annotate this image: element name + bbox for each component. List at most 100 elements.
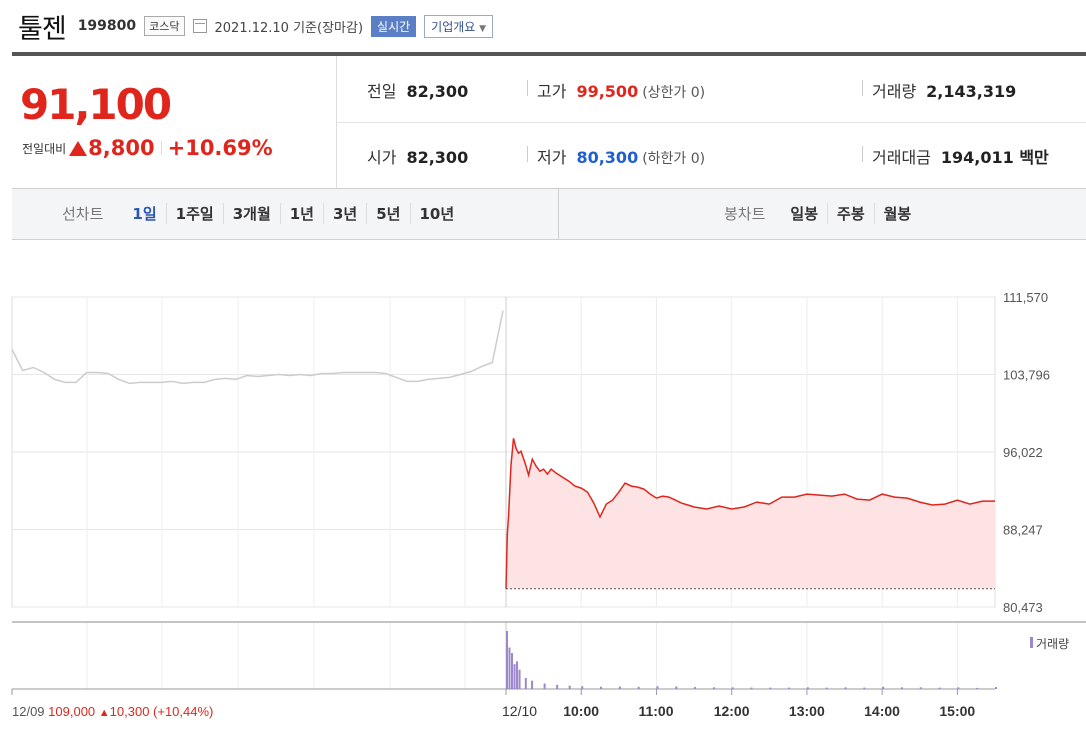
- y-tick-label: 111,570: [1003, 290, 1048, 305]
- stat-divider: [527, 80, 528, 96]
- quote-panel: 91,100 전일대비 8,800 +10.69% 전일 82,300 고가 99,…: [12, 56, 1086, 189]
- open-label: 시가: [367, 148, 397, 167]
- volume-bar: [506, 631, 508, 689]
- period-tab-4[interactable]: 3년: [323, 203, 366, 224]
- x-tick-label: 13:00: [789, 703, 825, 719]
- period-tab-5[interactable]: 5년: [366, 203, 409, 224]
- prev-close-value: 82,300: [406, 82, 469, 101]
- period-list: 1일 1주일 3개월 1년 3년 5년 10년: [123, 203, 463, 224]
- y-tick-label: 80,473: [1003, 600, 1043, 615]
- candle-tab-1[interactable]: 주봉: [827, 203, 874, 224]
- volume-bar: [581, 686, 584, 689]
- prev-close: 전일 82,300: [367, 78, 468, 102]
- prev-close-label: 전일: [367, 82, 397, 101]
- period-tab-0[interactable]: 1일: [132, 205, 157, 223]
- nav-divider: [558, 189, 559, 239]
- lower-limit: (하한가 0): [642, 151, 706, 167]
- stock-header: 툴젠 199800 코스닥 2021.12.10 기준(장마감) 실시간 기업개…: [18, 8, 494, 45]
- stat-divider: [527, 146, 528, 162]
- today-price-line: [505, 438, 995, 589]
- price-chart: 111,570 103,796 96,022 88,247 80,473 거래량 12/10…: [11, 290, 1086, 719]
- x-tick-label: 14:00: [864, 703, 900, 719]
- calendar-icon: [192, 19, 207, 33]
- today-area: [506, 438, 995, 589]
- period-tab-3[interactable]: 1년: [279, 203, 323, 224]
- volume-bar: [900, 687, 903, 689]
- realtime-button[interactable]: 실시간: [371, 15, 417, 37]
- up-triangle-icon: [69, 140, 88, 156]
- base-date: 2021.12.10 기준(장마감): [214, 20, 364, 36]
- change-percent: +10.69%: [167, 136, 273, 160]
- prev-session-date: 12/09: [12, 704, 48, 719]
- stat-divider: [862, 80, 863, 96]
- volume-legend-label: 거래량: [1036, 637, 1069, 651]
- prev-session-close: 109,000: [48, 704, 99, 719]
- prev-session-summary: 12/09 109,000 ▲10,300 (+10,44%): [12, 704, 213, 719]
- volume-bar: [919, 687, 922, 689]
- chart-period-bar: 선차트 1일 1주일 3개월 1년 3년 5년 10년 봉차트 일봉 주봉 월봉: [12, 188, 1086, 240]
- volume-bar: [556, 684, 559, 689]
- volume-bar: [637, 686, 640, 689]
- candle-tab-0[interactable]: 일봉: [790, 205, 819, 223]
- market-badge: 코스닥: [144, 16, 185, 36]
- company-overview-label: 기업개요: [431, 19, 476, 34]
- volume-bar: [694, 687, 697, 689]
- stock-code: 199800: [77, 18, 137, 34]
- x-tick-label: 12/10: [502, 703, 537, 719]
- period-tab-1[interactable]: 1주일: [165, 203, 223, 224]
- volume-bar: [863, 687, 866, 689]
- high-label: 고가: [537, 82, 567, 101]
- period-tab-6[interactable]: 10년: [409, 203, 464, 224]
- x-tick-label: 10:00: [563, 703, 599, 719]
- y-tick-label: 103,796: [1003, 368, 1050, 383]
- y-tick-label: 88,247: [1003, 523, 1043, 538]
- volume-value: 2,143,319: [926, 82, 1017, 101]
- x-tick-label: 15:00: [939, 703, 975, 719]
- volume-bar: [516, 661, 519, 689]
- volume-bar: [731, 687, 734, 689]
- candle-list: 일봉 주봉 월봉: [781, 203, 920, 224]
- volume-bar: [531, 680, 534, 689]
- volume-bar: [976, 687, 979, 689]
- change-amount: 8,800: [88, 136, 155, 160]
- volume-bar: [938, 687, 941, 689]
- volume-bar: [543, 683, 546, 689]
- volume-bar: [769, 687, 772, 689]
- period-tab-2[interactable]: 3개월: [222, 203, 280, 224]
- line-chart-periods: 선차트 1일 1주일 3개월 1년 3년 5년 10년: [62, 203, 463, 224]
- volume-bar: [788, 687, 791, 689]
- candle-chart-periods: 봉차트 일봉 주봉 월봉: [724, 203, 920, 224]
- volume-bar: [600, 686, 603, 689]
- volume-bar: [995, 687, 997, 689]
- open-value: 82,300: [406, 148, 469, 167]
- volume: 거래량 2,143,319: [872, 78, 1016, 102]
- trade-amount: 거래대금 194,011 백만: [872, 144, 1049, 168]
- current-price: 91,100: [20, 80, 172, 129]
- change-divider: [160, 141, 162, 155]
- open-price: 시가 82,300: [367, 144, 468, 168]
- company-overview-dropdown[interactable]: 기업개요 ▼: [424, 14, 494, 38]
- low-price: 저가 80,300 (하한가 0): [537, 144, 705, 168]
- stats-row-2: 시가 82,300 저가 80,300 (하한가 0) 거래대금 194,011 백만: [337, 122, 1086, 188]
- volume-bar: [618, 686, 621, 689]
- volume-bar: [844, 687, 847, 689]
- volume-bar: [712, 687, 715, 689]
- amount-label: 거래대금: [872, 148, 931, 167]
- price-box: 91,100 전일대비 8,800 +10.69%: [12, 56, 337, 188]
- volume-bar: [511, 653, 514, 689]
- prev-session-line: [11, 310, 504, 385]
- header-divider: [12, 52, 1086, 56]
- up-triangle-icon: ▲: [99, 707, 110, 719]
- volume-bar: [513, 664, 516, 689]
- price-change: 전일대비 8,800 +10.69%: [22, 136, 273, 160]
- low-value: 80,300: [576, 148, 639, 167]
- stats-row-1: 전일 82,300 고가 99,500 (상한가 0) 거래량 2,143,319: [337, 56, 1086, 123]
- candle-tab-2[interactable]: 월봉: [873, 203, 921, 224]
- amount-value: 194,011 백만: [940, 148, 1049, 167]
- prev-session-change: 10,300: [110, 704, 153, 719]
- volume-bar: [675, 686, 678, 689]
- volume-bar: [825, 687, 828, 689]
- y-tick-label: 96,022: [1003, 445, 1043, 460]
- volume-bar: [524, 677, 527, 689]
- volume-bar: [957, 687, 960, 689]
